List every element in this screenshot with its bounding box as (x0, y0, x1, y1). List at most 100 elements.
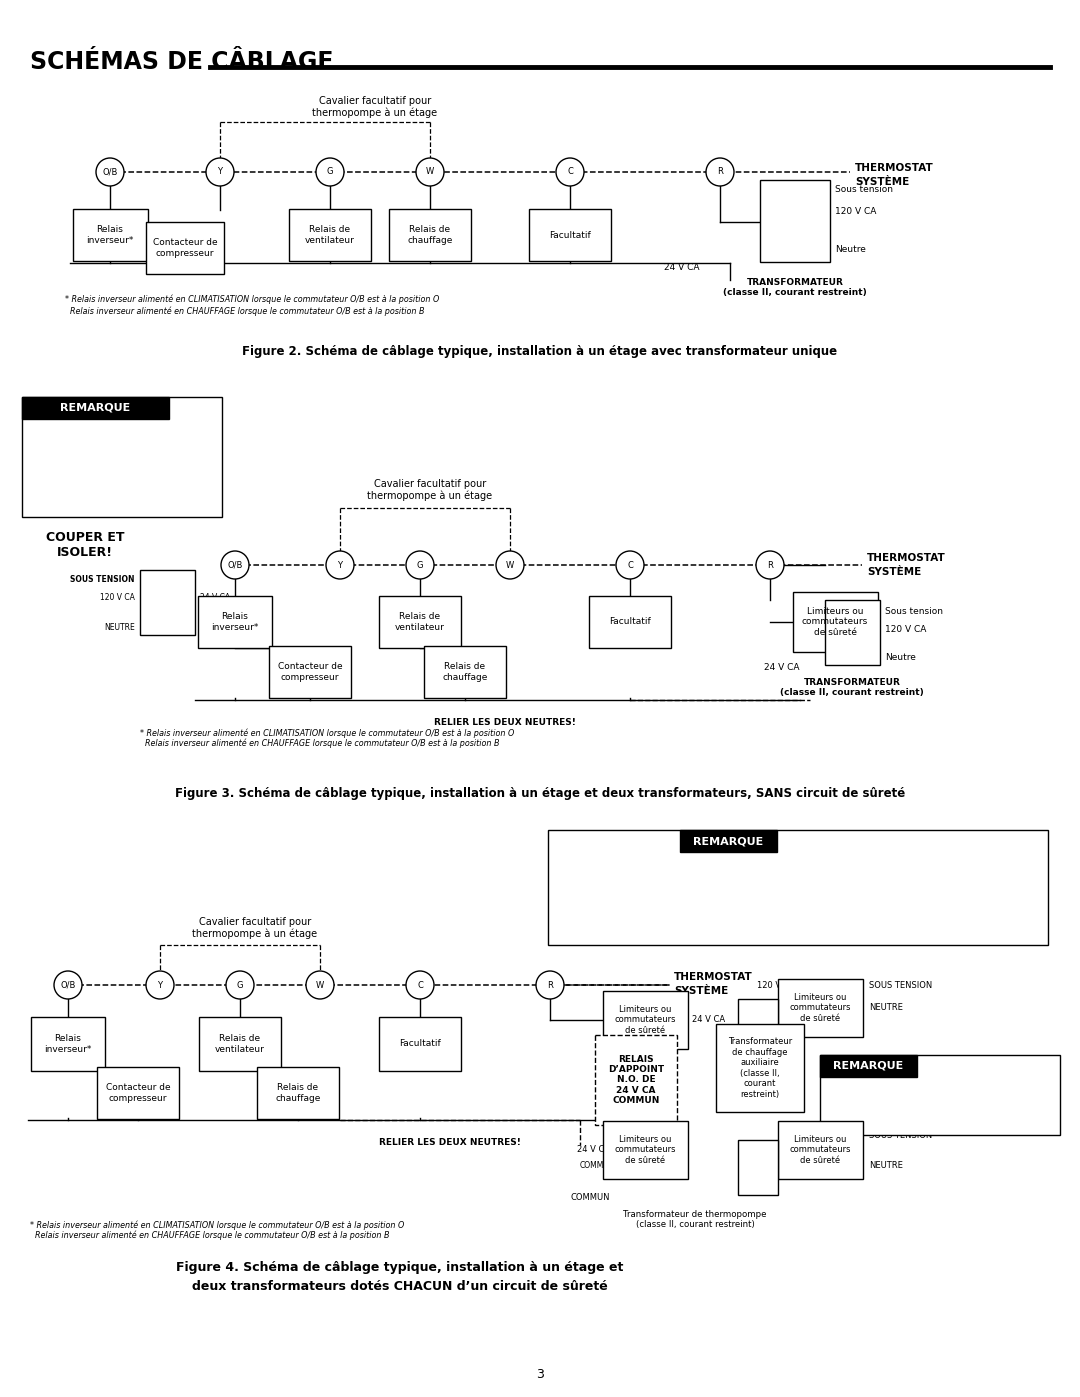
FancyBboxPatch shape (820, 1055, 1059, 1134)
Text: THERMOSTAT: THERMOSTAT (674, 972, 753, 982)
FancyBboxPatch shape (199, 1017, 281, 1071)
Text: Figure 2. Schéma de câblage typique, installation à un étage avec transformateur: Figure 2. Schéma de câblage typique, ins… (242, 345, 838, 359)
Text: Limiteurs ou
commutateurs
de sûreté: Limiteurs ou commutateurs de sûreté (789, 993, 851, 1023)
Text: 120 V CA: 120 V CA (757, 1146, 795, 1154)
Text: Relais de
chauffage: Relais de chauffage (275, 1083, 321, 1102)
FancyBboxPatch shape (778, 1120, 863, 1179)
Text: 24 V CA: 24 V CA (664, 264, 700, 272)
Text: 120 V CA: 120 V CA (757, 981, 795, 989)
Text: Si un seul système
dispose de circuits de
sûreté, isoler le
transformateur qui n: Si un seul système dispose de circuits d… (41, 465, 149, 517)
Text: 120 V CA: 120 V CA (835, 207, 876, 215)
Text: Cavalier facultatif pour
thermopompe à un étage: Cavalier facultatif pour thermopompe à u… (192, 916, 318, 939)
Circle shape (406, 550, 434, 578)
Text: O/B: O/B (60, 981, 76, 989)
FancyBboxPatch shape (778, 979, 863, 1037)
FancyBboxPatch shape (22, 397, 168, 419)
Text: 120 V CA: 120 V CA (885, 626, 927, 634)
Text: Transformateur de thermopompe
(classe II, courant restreint): Transformateur de thermopompe (classe II… (623, 1210, 767, 1229)
Text: Y: Y (158, 981, 162, 989)
FancyBboxPatch shape (389, 210, 471, 261)
Text: TRANSFORMATEUR
(classe II, courant restreint): TRANSFORMATEUR (classe II, courant restr… (780, 678, 923, 697)
FancyBboxPatch shape (146, 222, 224, 274)
FancyBboxPatch shape (257, 1067, 339, 1119)
Text: L’utilisation du relais d’appoint
est obligatoire lorsque les
deux équipements s: L’utilisation du relais d’appoint est ob… (875, 1083, 1004, 1123)
Circle shape (706, 158, 734, 186)
Text: deux transformateurs dotés CHACUN d’un circuit de sûreté: deux transformateurs dotés CHACUN d’un c… (192, 1280, 608, 1292)
Text: TRANSFORMATEUR
(classe II, courant restreint): TRANSFORMATEUR (classe II, courant restr… (724, 278, 867, 298)
Text: Relais
inverseur*: Relais inverseur* (44, 1034, 92, 1053)
Text: 24 V CA: 24 V CA (577, 1146, 610, 1154)
Text: 3: 3 (536, 1369, 544, 1382)
Text: RELIER LES DEUX NEUTRES!: RELIER LES DEUX NEUTRES! (434, 718, 576, 726)
Text: COUPER ET
ISOLER!: COUPER ET ISOLER! (45, 531, 124, 559)
Text: SCHÉMAS DE CÂBLAGE: SCHÉMAS DE CÂBLAGE (30, 50, 334, 74)
Circle shape (496, 550, 524, 578)
Text: Y: Y (337, 560, 342, 570)
Text: SOUS TENSION: SOUS TENSION (869, 1130, 932, 1140)
Text: Respecter la polarité. Si la borne SOUS TENSION du
second transformateur est rel: Respecter la polarité. Si la borne SOUS … (687, 856, 909, 898)
Circle shape (326, 550, 354, 578)
Text: SYSTÈME: SYSTÈME (674, 986, 728, 996)
Circle shape (616, 550, 644, 578)
Text: C: C (567, 168, 572, 176)
Text: 24 V CA: 24 V CA (200, 592, 230, 602)
Text: Sous tension: Sous tension (885, 608, 943, 616)
Text: RELAIS
D’APPOINT
N.O. DE
24 V CA
COMMUN: RELAIS D’APPOINT N.O. DE 24 V CA COMMUN (608, 1055, 664, 1105)
Text: THERMOSTAT: THERMOSTAT (867, 553, 946, 563)
Text: 24 V CA: 24 V CA (692, 1016, 725, 1024)
Text: G: G (237, 981, 243, 989)
Text: Limiteurs ou
commutateurs
de sûreté: Limiteurs ou commutateurs de sûreté (615, 1136, 676, 1165)
Text: Relais
inverseur*: Relais inverseur* (86, 225, 134, 244)
Text: O/B: O/B (103, 168, 118, 176)
Text: Relais de
ventilateur: Relais de ventilateur (395, 612, 445, 631)
Circle shape (54, 971, 82, 999)
Text: Contacteur de
compresseur: Contacteur de compresseur (106, 1083, 171, 1102)
FancyBboxPatch shape (738, 999, 778, 1058)
FancyBboxPatch shape (548, 830, 1048, 944)
Text: W: W (505, 560, 514, 570)
Text: Sous tension: Sous tension (835, 184, 893, 194)
Text: Facultatif: Facultatif (609, 617, 651, 626)
Text: Relais de
ventilateur: Relais de ventilateur (215, 1034, 265, 1053)
FancyBboxPatch shape (22, 397, 222, 517)
Text: R: R (548, 981, 553, 989)
FancyBboxPatch shape (589, 597, 671, 648)
Text: O/B: O/B (227, 560, 243, 570)
Text: NEUTRE: NEUTRE (869, 1161, 903, 1169)
FancyBboxPatch shape (269, 645, 351, 698)
FancyBboxPatch shape (97, 1067, 179, 1119)
Text: Limiteurs ou
commutateurs
de sûreté: Limiteurs ou commutateurs de sûreté (615, 1004, 676, 1035)
Circle shape (146, 971, 174, 999)
Text: 24 V CA: 24 V CA (765, 664, 800, 672)
Text: W: W (315, 981, 324, 989)
Text: Cavalier facultatif pour
thermopompe à un étage: Cavalier facultatif pour thermopompe à u… (312, 96, 437, 119)
Circle shape (416, 158, 444, 186)
Text: Relais
inverseur*: Relais inverseur* (212, 612, 259, 631)
Text: RELIER LES DEUX NEUTRES!: RELIER LES DEUX NEUTRES! (379, 1139, 521, 1147)
FancyBboxPatch shape (820, 1055, 917, 1077)
Text: Limiteurs ou
commutateurs
de sûreté: Limiteurs ou commutateurs de sûreté (789, 1136, 851, 1165)
Text: Relais de
ventilateur: Relais de ventilateur (305, 225, 355, 244)
Text: SYSTÈME: SYSTÈME (867, 567, 921, 577)
Text: G: G (417, 560, 423, 570)
Circle shape (406, 971, 434, 999)
Text: REMARQUE: REMARQUE (834, 1060, 904, 1071)
FancyBboxPatch shape (793, 592, 877, 652)
Text: C: C (627, 560, 633, 570)
Text: SOUS TENSION: SOUS TENSION (70, 574, 135, 584)
Circle shape (96, 158, 124, 186)
Circle shape (316, 158, 345, 186)
Circle shape (206, 158, 234, 186)
Text: W: W (426, 168, 434, 176)
Circle shape (556, 158, 584, 186)
Circle shape (306, 971, 334, 999)
Circle shape (756, 550, 784, 578)
Text: * Relais inverseur alimenté en CLIMATISATION lorsque le commutateur O/B est à la: * Relais inverseur alimenté en CLIMATISA… (140, 728, 514, 749)
Text: NEUTRE: NEUTRE (869, 1003, 903, 1013)
Text: SYSTÈME: SYSTÈME (855, 177, 909, 187)
FancyBboxPatch shape (379, 1017, 461, 1071)
FancyBboxPatch shape (424, 645, 507, 698)
FancyBboxPatch shape (289, 210, 372, 261)
Text: Transformateur
de chauffage
auxiliaire
(classe II,
courant
restreint): Transformateur de chauffage auxiliaire (… (728, 1038, 792, 1098)
FancyBboxPatch shape (603, 1120, 688, 1179)
